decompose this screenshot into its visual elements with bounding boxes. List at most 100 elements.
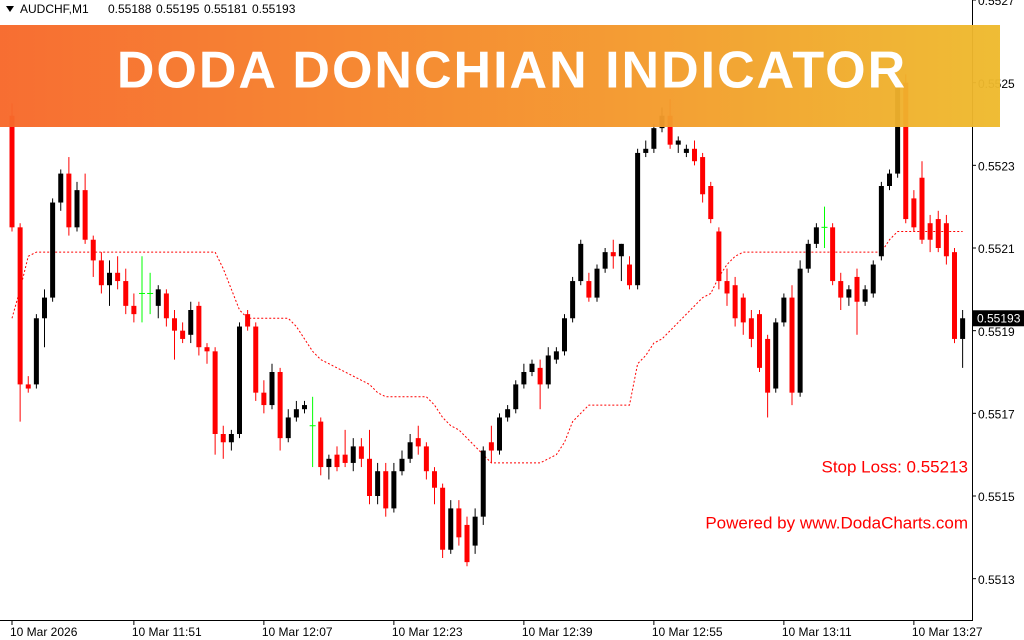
price-label: 0.55193 xyxy=(977,311,1021,325)
candle-body xyxy=(212,351,218,434)
x-tick-label: 10 Mar 12:55 xyxy=(652,625,723,639)
candle-body xyxy=(724,281,730,294)
candle-body xyxy=(326,458,332,468)
candle-body xyxy=(107,272,112,286)
candle-body xyxy=(456,508,462,538)
candle-body xyxy=(635,152,641,286)
candle-body xyxy=(66,173,72,228)
candle-body xyxy=(334,454,340,468)
candle-body xyxy=(838,281,844,298)
candle-body xyxy=(342,454,348,463)
candle-body xyxy=(862,289,868,302)
candle-body xyxy=(172,318,177,331)
candle-body xyxy=(82,190,88,240)
candle-body xyxy=(805,243,811,269)
price-box xyxy=(973,310,1024,327)
candle-body xyxy=(505,409,511,418)
candle-body xyxy=(25,384,31,389)
candle-body xyxy=(960,318,966,339)
candle-body xyxy=(163,293,169,319)
candle-body xyxy=(399,458,405,472)
x-tick-label: 10 Mar 13:27 xyxy=(912,625,983,639)
candle-body xyxy=(618,243,624,257)
candle-body xyxy=(42,297,47,319)
candle-body xyxy=(383,471,389,509)
candle-body xyxy=(415,438,421,447)
y-tick-label: 0.5513 xyxy=(978,573,1015,587)
candle-body xyxy=(302,405,307,410)
candle-body xyxy=(675,140,681,145)
candle-body xyxy=(9,115,15,228)
candle-body xyxy=(602,252,608,269)
x-tick-label: 10 Mar 2026 xyxy=(10,625,78,639)
candle-body xyxy=(448,508,454,550)
y-tick-label: 0.5527 xyxy=(978,0,1015,8)
candle-body xyxy=(594,268,600,298)
candle-body xyxy=(472,516,478,546)
candle-body xyxy=(667,115,673,145)
x-tick-label: 10 Mar 12:23 xyxy=(392,625,463,639)
candle-body xyxy=(497,417,502,451)
candle-body xyxy=(480,450,486,517)
candle-body xyxy=(537,367,543,385)
candle-body xyxy=(115,272,121,282)
candle-body xyxy=(464,524,470,563)
x-tick-label: 10 Mar 11:51 xyxy=(132,625,202,639)
candle-body xyxy=(895,82,901,174)
candle-body xyxy=(927,223,933,240)
x-tick-label: 10 Mar 13:11 xyxy=(782,625,852,639)
candle-body xyxy=(578,243,584,282)
candle-body xyxy=(870,264,876,294)
candle-body xyxy=(90,239,96,261)
candle-body xyxy=(846,289,852,298)
candle-body xyxy=(830,227,836,282)
candle-body xyxy=(911,198,917,228)
candle-body xyxy=(367,458,372,496)
candle-body xyxy=(878,186,884,257)
candle-body xyxy=(610,252,616,257)
header-high: 0.55195 xyxy=(156,2,200,16)
candle-body xyxy=(943,223,949,257)
candle-body xyxy=(553,351,559,360)
candle-body xyxy=(277,372,283,439)
symbol: AUDCHF,M1 xyxy=(20,2,89,16)
candle-body xyxy=(700,157,706,195)
candle-body xyxy=(732,285,738,319)
candle-body xyxy=(285,417,291,439)
y-tick-label: 0.5523 xyxy=(978,160,1015,174)
candle-body xyxy=(228,434,234,443)
candle-body xyxy=(562,318,567,352)
candle-body xyxy=(952,252,957,339)
candle-body xyxy=(521,372,527,385)
y-tick-label: 0.5515 xyxy=(978,490,1015,504)
powered-by-note: Powered by www.DodaCharts.com xyxy=(705,513,968,532)
candle-body xyxy=(813,227,819,244)
candle-body xyxy=(33,318,39,385)
candle-body xyxy=(131,305,137,315)
candle-body xyxy=(740,297,746,323)
x-tick-label: 10 Mar 12:39 xyxy=(522,625,593,639)
candle-body xyxy=(773,322,779,389)
candle-body xyxy=(757,314,762,368)
candle-body xyxy=(545,355,551,385)
candle-body xyxy=(692,148,697,162)
candle-body xyxy=(716,231,722,282)
candle-body xyxy=(407,442,413,459)
candle-body xyxy=(358,446,364,459)
candle-body xyxy=(293,409,299,418)
candle-body xyxy=(50,202,56,298)
candle-body xyxy=(935,219,941,248)
candle-body xyxy=(375,471,381,496)
candle-body xyxy=(570,281,576,319)
candle-body xyxy=(269,372,275,406)
candle-body xyxy=(748,318,754,339)
candle-body xyxy=(423,446,429,472)
candle-body xyxy=(789,297,795,393)
candle-body xyxy=(155,289,161,306)
y-tick-label: 0.5519 xyxy=(978,325,1015,339)
banner-title: DODA DONCHIAN INDICATOR xyxy=(117,42,907,100)
symbol-arrow xyxy=(6,6,14,12)
candle-body xyxy=(651,128,657,149)
